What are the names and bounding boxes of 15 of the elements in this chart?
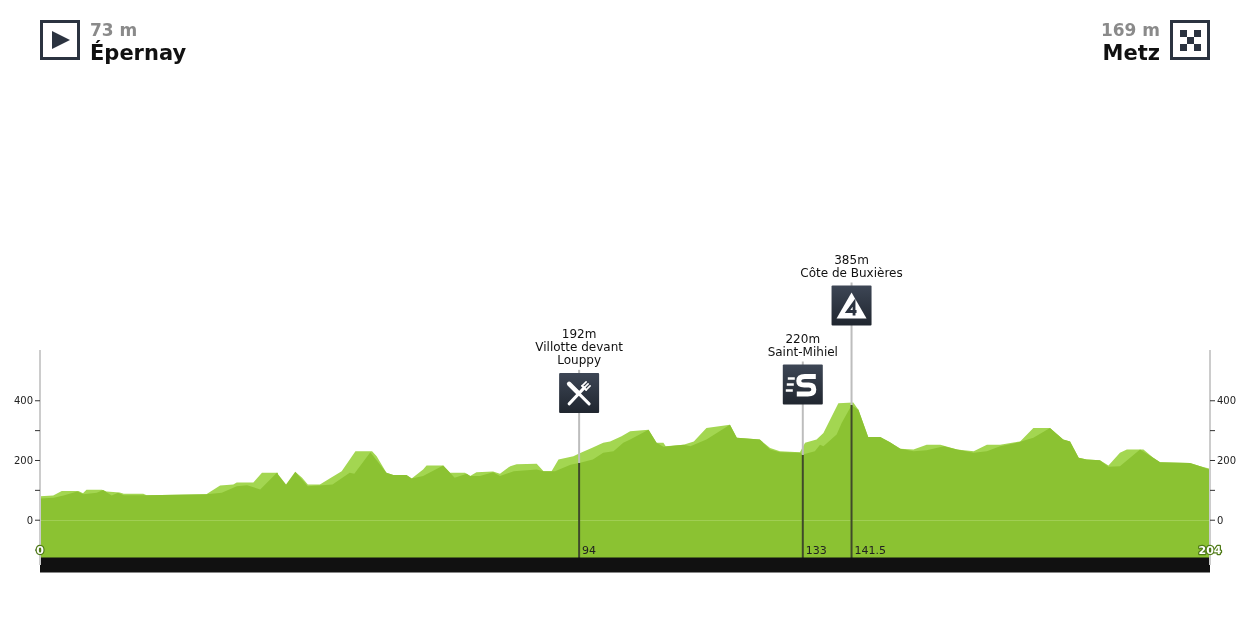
y-tick-label: 400 [13,395,33,407]
ref-line-label: 133 [805,543,827,557]
text: 73 m Épernay [90,20,187,65]
ref-line-label: 94 [582,543,597,557]
y2-tick-label: 400 [1217,395,1237,407]
y2-tick-label: 0 [1217,514,1224,526]
y-tick-label: 200 [13,455,33,467]
ref-line-label: 141.5 [854,543,887,557]
y2-tick-label: 200 [1217,455,1237,467]
text: 169 m Metz [1100,20,1160,65]
y-tick-label: 0 [26,514,33,526]
annotation: 220m Saint-Mihiel [767,331,838,359]
text: 385m Côte de Buxières [800,252,903,280]
x-tick-label: 204 [1198,543,1222,557]
annotation: 192m Villotte devant Louppy [535,326,624,367]
